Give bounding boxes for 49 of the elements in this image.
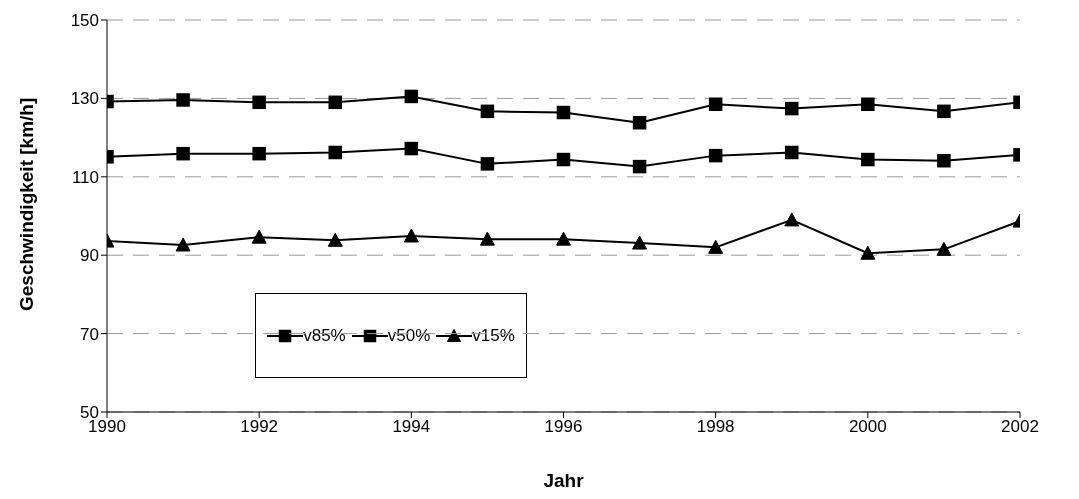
point: [632, 115, 647, 130]
legend-label: v50%: [387, 325, 431, 346]
x-axis-title: Jahr: [543, 470, 585, 491]
x-tick-label: 2002: [1001, 417, 1039, 437]
point: [252, 146, 266, 161]
point: [556, 152, 571, 167]
x-tick-label: 1994: [392, 417, 431, 437]
point: [556, 231, 571, 246]
x-tick-label: 1998: [696, 417, 735, 437]
point: [937, 104, 951, 119]
point: [785, 101, 799, 116]
point: [176, 93, 190, 107]
point: [785, 145, 799, 160]
y-tick-label: 70: [80, 324, 99, 344]
point: [937, 153, 951, 168]
point: [479, 231, 495, 246]
x-tick-label: 1992: [240, 417, 279, 437]
point: [708, 148, 723, 163]
point: [936, 241, 952, 256]
point: [176, 146, 190, 161]
point: [175, 237, 191, 252]
point: [403, 228, 419, 243]
point: [252, 95, 266, 110]
y-tick-label: 110: [71, 167, 99, 187]
x-tick-label: 2000: [848, 417, 887, 437]
point: [404, 141, 419, 156]
point: [327, 232, 343, 247]
point: [861, 152, 875, 167]
y-tick-label: 130: [70, 89, 99, 109]
point: [632, 235, 648, 250]
point: [328, 95, 342, 110]
point: [251, 229, 267, 244]
point: [632, 159, 647, 174]
legend-label: v85%: [303, 325, 346, 346]
point: [861, 97, 875, 112]
point: [480, 104, 495, 119]
point: [708, 97, 723, 112]
point: [708, 239, 724, 254]
point: [784, 212, 800, 227]
point: [404, 89, 419, 104]
point: [860, 245, 876, 260]
x-tick-label: 1996: [544, 417, 583, 437]
legend-label: v15%: [472, 325, 515, 346]
point: [480, 157, 495, 171]
y-axis-title: Geschwindigkeit [km/h]: [15, 97, 37, 311]
point: [556, 105, 571, 120]
y-tick-label: 90: [80, 246, 99, 266]
y-tick-label: 150: [70, 11, 99, 31]
point: [328, 145, 342, 160]
